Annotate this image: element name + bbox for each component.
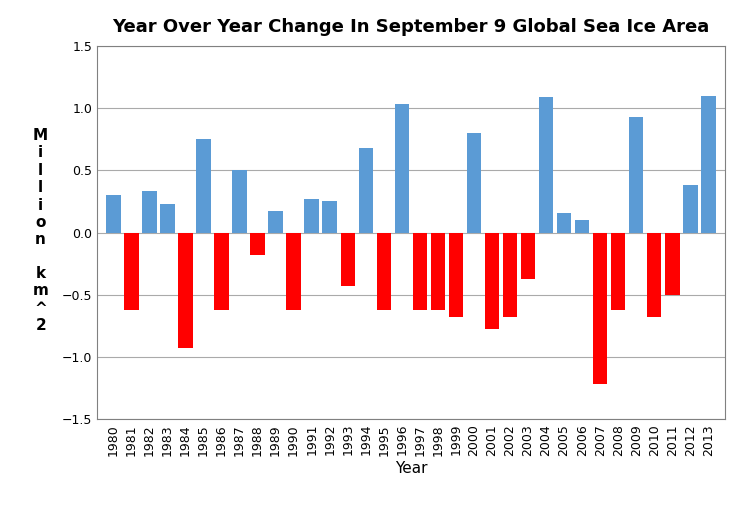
Text: M
i
l
l
i
o
n: M i l l i o n <box>33 128 49 247</box>
Bar <box>179 233 193 348</box>
Bar <box>521 233 536 278</box>
Bar <box>467 133 481 233</box>
Bar <box>160 204 175 233</box>
Bar <box>214 233 229 310</box>
Bar <box>665 233 680 295</box>
Bar <box>701 96 716 233</box>
Bar <box>539 97 554 233</box>
Bar <box>412 233 427 310</box>
Bar <box>286 233 301 310</box>
Bar <box>647 233 662 317</box>
Bar <box>503 233 517 317</box>
Bar <box>359 148 373 233</box>
Bar <box>611 233 625 310</box>
Bar <box>305 199 319 233</box>
Bar <box>341 233 355 286</box>
Text: k
m
^
2: k m ^ 2 <box>33 266 49 333</box>
Bar <box>629 117 643 233</box>
Bar <box>593 233 607 384</box>
Bar <box>232 170 247 233</box>
Bar <box>376 233 391 310</box>
Bar <box>124 233 139 310</box>
X-axis label: Year: Year <box>394 461 427 476</box>
Bar <box>449 233 463 317</box>
Bar <box>394 104 409 233</box>
Bar <box>106 195 120 233</box>
Bar <box>485 233 499 330</box>
Bar <box>250 233 264 255</box>
Bar <box>431 233 445 310</box>
Bar <box>268 212 283 233</box>
Bar <box>575 220 589 233</box>
Bar <box>323 201 337 233</box>
Bar <box>557 213 571 233</box>
Bar <box>196 139 211 233</box>
Title: Year Over Year Change In September 9 Global Sea Ice Area: Year Over Year Change In September 9 Glo… <box>112 18 710 36</box>
Bar <box>142 192 157 233</box>
Bar <box>683 185 698 233</box>
